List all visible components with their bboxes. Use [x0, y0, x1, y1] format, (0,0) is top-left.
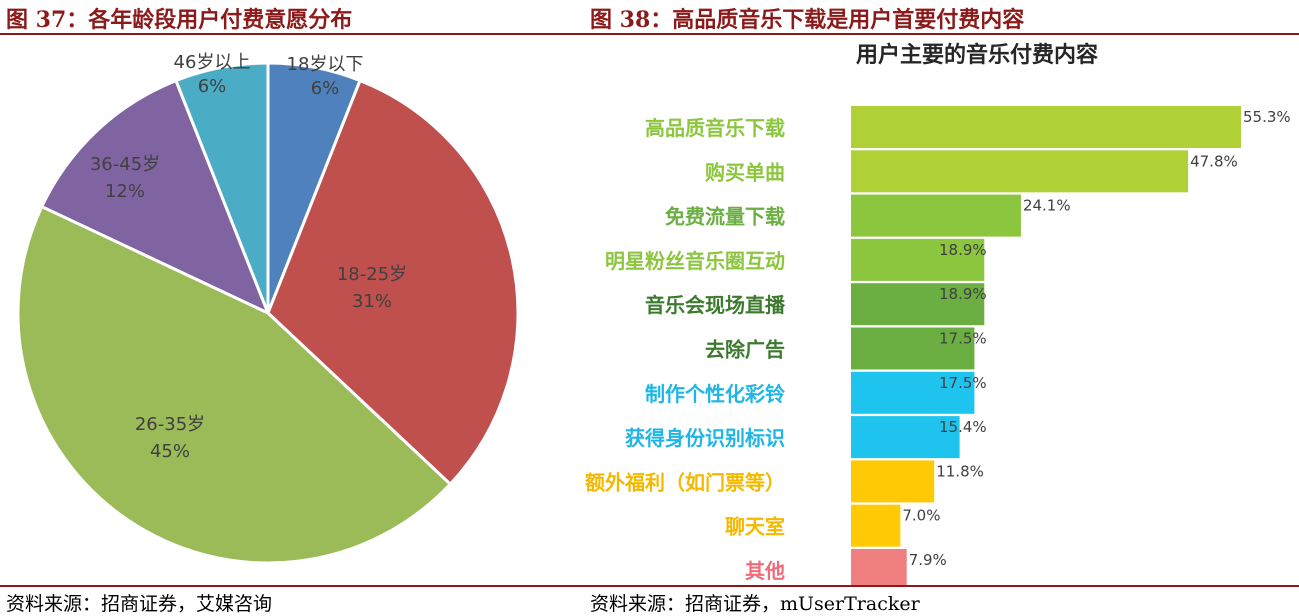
bar-category-label: 去除广告: [705, 338, 785, 362]
right-figure-title: 图 38：高品质音乐下载是用户首要付费内容: [590, 7, 1025, 33]
bar-value-label: 7.9%: [909, 551, 947, 569]
bar-category-label: 明星粉丝音乐圈互动: [605, 249, 785, 273]
bar-category-label: 免费流量下载: [665, 205, 785, 229]
bar-category-label: 聊天室: [725, 515, 785, 539]
right-source-note: 资料来源：招商证券，mUserTracker: [590, 593, 920, 615]
left-bottom-rule: [0, 585, 584, 587]
left-source-note: 资料来源：招商证券，艾媒咨询: [6, 593, 273, 615]
bar-value-label: 18.9%: [939, 241, 987, 259]
bar: [851, 416, 960, 459]
bar-value-label: 15.4%: [939, 418, 987, 436]
left-figure-panel: 图 37：各年龄段用户付费意愿分布 18岁以下 6% 18-25岁 31% 26-35岁…: [0, 0, 584, 615]
right-top-rule: [584, 33, 1299, 35]
bar: [851, 194, 1021, 237]
bar-category-label: 获得身份识别标识: [625, 426, 785, 450]
bar-category-label: 额外福利（如门票等）: [585, 470, 785, 494]
pie-chart: 18岁以下 6% 18-25岁 31% 26-35岁 45% 36-45岁 12% 46岁以上 6…: [16, 52, 520, 565]
bar-value-label: 11.8%: [936, 462, 984, 480]
pie-slice-percent: 6%: [198, 76, 227, 97]
bar: [851, 460, 935, 503]
bar-value-label: 55.3%: [1243, 108, 1291, 126]
bar: [851, 283, 985, 326]
bar-category-label: 购买单曲: [705, 160, 785, 184]
pie-slice-label: 18-25岁: [337, 264, 407, 285]
bar: [851, 150, 1189, 193]
pie-slice: [16, 204, 453, 565]
bar-value-label: 7.0%: [902, 507, 940, 525]
bar: [851, 106, 1241, 148]
right-bottom-rule: [584, 585, 1299, 587]
bar: [851, 371, 975, 414]
pie-slice-percent: 12%: [105, 181, 145, 202]
pie-slice: [39, 78, 271, 316]
left-top-rule: [0, 33, 584, 35]
pie-slice-label: 26-35岁: [135, 414, 205, 435]
pie-slice-label: 46岁以上: [174, 52, 251, 73]
bar-category-label: 高品质音乐下载: [645, 116, 785, 140]
bar-value-label: 24.1%: [1023, 197, 1071, 215]
bar-value-label: 47.8%: [1190, 152, 1238, 170]
bar: [851, 549, 907, 585]
bar-category-label: 制作个性化彩铃: [645, 382, 785, 406]
pie-slice-label: 36-45岁: [90, 154, 160, 175]
bar: [851, 327, 975, 370]
left-figure-title: 图 37：各年龄段用户付费意愿分布: [6, 7, 353, 33]
bar: [851, 504, 901, 547]
bar-category-label: 其他: [745, 559, 785, 583]
bar: [851, 238, 985, 281]
bar-value-label: 17.5%: [939, 374, 987, 392]
right-figure-panel: 图 38：高品质音乐下载是用户首要付费内容 用户主要的音乐付费内容高品质音乐下载…: [584, 0, 1299, 615]
bar-category-label: 音乐会现场直播: [645, 293, 786, 317]
pie-slice-percent: 31%: [352, 291, 392, 312]
pie-slice-label: 18岁以下: [287, 54, 364, 75]
bar-chart-title: 用户主要的音乐付费内容: [856, 42, 1098, 68]
pie-slice: [174, 61, 270, 314]
pie-slice-percent: 6%: [311, 78, 340, 99]
pie-slice: [266, 78, 520, 487]
pie-slice-percent: 45%: [150, 441, 190, 462]
bar-value-label: 18.9%: [939, 285, 987, 303]
bar-value-label: 17.5%: [939, 330, 987, 348]
